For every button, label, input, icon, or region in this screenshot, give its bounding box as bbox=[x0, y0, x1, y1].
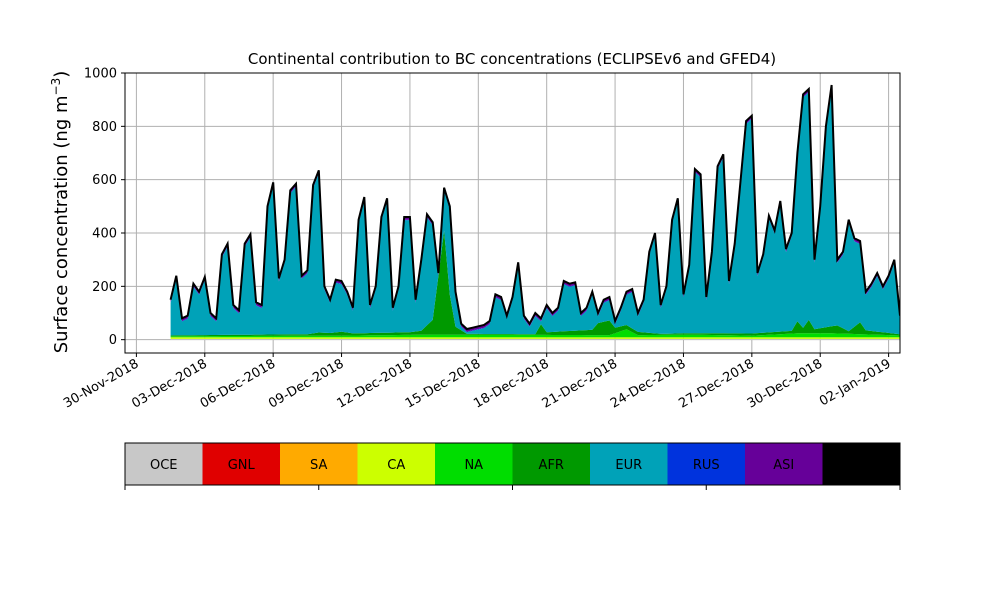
y-tick-label: 0 bbox=[109, 333, 117, 348]
y-axis-label: Surface concentration (ng m−3) bbox=[49, 71, 72, 354]
colorbar-label-sa: SA bbox=[310, 458, 327, 473]
colorbar-label-ca: CA bbox=[387, 458, 405, 473]
colorbar-swatch-na bbox=[435, 443, 513, 485]
x-tick-label: 24-Dec-2018 bbox=[608, 356, 688, 411]
y-tick-label: 200 bbox=[92, 280, 117, 295]
colorbar-label-gnl: GNL bbox=[228, 458, 256, 473]
colorbar-swatch-aus bbox=[822, 443, 901, 485]
colorbar-swatch-ca bbox=[357, 443, 436, 485]
x-tick-label: 21-Dec-2018 bbox=[540, 356, 620, 411]
x-tick-label: 18-Dec-2018 bbox=[471, 356, 551, 411]
y-tick-label: 400 bbox=[92, 227, 117, 242]
x-tick-label: 03-Dec-2018 bbox=[129, 356, 209, 411]
colorbar-label-oce: OCE bbox=[150, 458, 178, 473]
colorbar-label-afr: AFR bbox=[539, 458, 564, 473]
colorbar-swatch-sa bbox=[280, 443, 358, 485]
x-tick-label: 12-Dec-2018 bbox=[335, 356, 415, 411]
colorbar-swatch-oce bbox=[125, 443, 203, 485]
colorbar-label-rus: RUS bbox=[693, 458, 720, 473]
colorbar-swatch-rus bbox=[667, 443, 746, 485]
area-oce bbox=[170, 338, 900, 340]
colorbar-swatch-asi bbox=[745, 443, 823, 485]
x-tick-label: 09-Dec-2018 bbox=[266, 356, 346, 411]
y-axis-label-suffix: ) bbox=[51, 71, 72, 78]
colorbar-swatch-gnl bbox=[202, 443, 281, 485]
y-axis-label-superscript: −3 bbox=[49, 78, 63, 96]
x-tick-label: 30-Dec-2018 bbox=[745, 356, 825, 411]
stacked-areas bbox=[169, 84, 900, 340]
x-tick-label: 30-Nov-2018 bbox=[61, 356, 141, 411]
x-tick-label: 06-Dec-2018 bbox=[198, 356, 278, 411]
colorbar-label-aus: AUS bbox=[848, 458, 875, 473]
area-ca bbox=[170, 337, 900, 339]
colorbar-label-na: NA bbox=[464, 458, 483, 473]
colorbar-swatch-eur bbox=[590, 443, 668, 485]
colorbar: OCE GNL SA CA NA AFR EUR RUS ASI AUS bbox=[124, 442, 901, 490]
colorbar-label-eur: EUR bbox=[615, 458, 642, 473]
y-tick-label: 1000 bbox=[84, 67, 117, 82]
y-tick-label: 800 bbox=[92, 120, 117, 135]
chart-title: Continental contribution to BC concentra… bbox=[248, 50, 776, 68]
colorbar-swatch-afr bbox=[512, 443, 591, 485]
area-na bbox=[170, 329, 900, 338]
plot-frame bbox=[124, 72, 901, 354]
x-tick-label: 27-Dec-2018 bbox=[676, 356, 756, 411]
total-line bbox=[169, 84, 900, 331]
x-tick-label: 15-Dec-2018 bbox=[403, 356, 483, 411]
x-tick-label: 02-Jan-2019 bbox=[817, 356, 894, 409]
y-tick-label: 600 bbox=[92, 173, 117, 188]
colorbar-label-asi: ASI bbox=[773, 458, 794, 473]
area-eur bbox=[170, 88, 900, 336]
y-axis-label-main: Surface concentration (ng m bbox=[51, 95, 72, 353]
